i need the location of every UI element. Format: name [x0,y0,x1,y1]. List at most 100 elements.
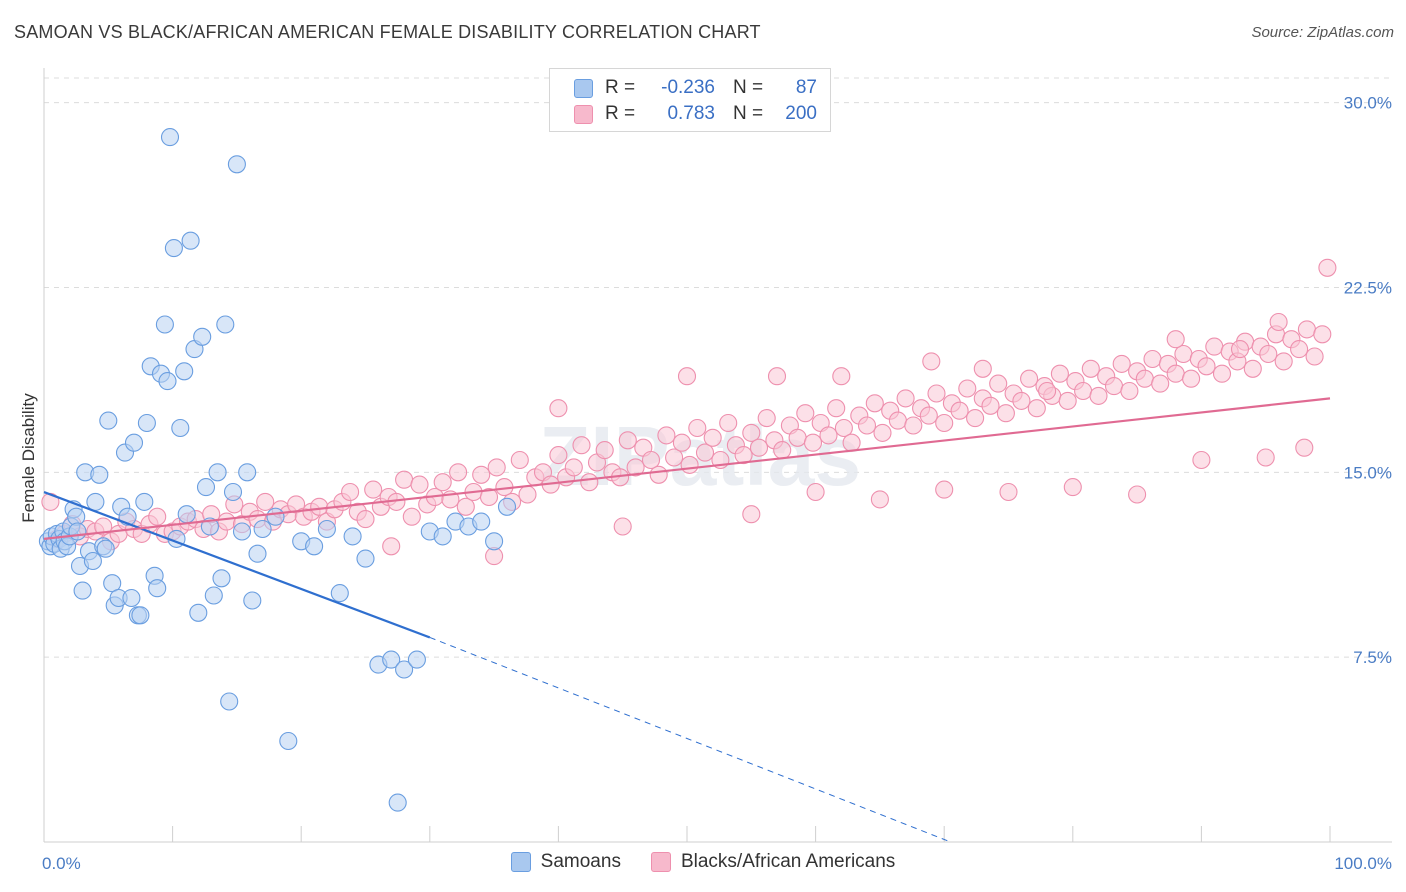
blacks-point-97 [788,428,807,447]
blacks-point-146 [1166,364,1185,383]
legend-n-value: 87 [795,77,817,98]
samoans-point-32 [124,433,144,452]
blacks-point-115 [927,384,946,403]
samoans-point-41 [155,315,174,334]
blacks-point-82 [672,433,691,452]
legend-swatch-blacks [574,104,593,124]
legend-r-label: R = [605,77,636,98]
blacks-point-156 [1243,359,1262,378]
blacks-point-81 [665,448,684,467]
blacks-point-122 [981,396,1000,415]
blacks-point-85 [695,443,715,462]
blacks-point-178 [1256,448,1275,467]
samoans-point-47 [175,362,194,381]
blacks-point-110 [888,411,907,430]
blacks-point-99 [803,433,823,452]
axes [43,68,1392,843]
samoans-point-77 [395,660,414,679]
samoans-point-21 [90,465,109,484]
blacks-point-106 [857,416,877,435]
samoans-point-59 [220,692,239,711]
legend-swatch-blacks [650,852,671,872]
blacks-point-116 [935,413,954,433]
samoans-point-39 [148,579,167,598]
legend-r-label: R = [605,103,636,124]
samoans-point-73 [343,527,362,546]
samoans-point-76 [382,650,401,669]
chart-title: SAMOAN VS BLACK/AFRICAN AMERICAN FEMALE … [14,22,761,42]
samoans-point-56 [208,463,227,482]
blacks-point-158 [1259,344,1278,364]
legend-row-samoans: R = -0.236 N = 87 [574,75,817,101]
source-label: Source: ZipAtlas.com [1251,24,1394,41]
blacks-point-98 [796,404,815,423]
samoans-point-80 [433,527,452,546]
blacks-point-123 [989,374,1008,393]
blacks-point-151 [1205,337,1224,356]
samoans-point-58 [216,315,235,334]
blacks-point-102 [827,399,846,418]
blacks-point-163 [1297,320,1316,339]
blacks-point-103 [834,418,853,438]
blacks-point-54 [456,497,475,516]
blacks-point-93 [757,409,776,428]
samoans-point-67 [266,507,285,526]
blacks-point-41 [356,510,375,529]
blacks-point-76 [626,458,645,477]
legend-label-blacks: Blacks/African Americans [680,851,896,872]
blacks-point-175 [1063,478,1082,497]
samoans-point-42 [158,372,177,391]
samoans-point-51 [189,603,208,622]
blacks-point-88 [719,413,738,433]
samoans-point-23 [96,539,115,558]
blacks-point-167 [382,537,401,556]
blacks-point-47 [402,507,421,526]
samoans-point-49 [181,231,200,250]
samoans-point-71 [317,519,336,539]
blacks-point-150 [1197,357,1216,376]
blacks-point-61 [510,450,529,470]
blacks-point-186 [1038,381,1057,401]
blacks-point-83 [680,455,699,474]
legend-n-label: N = [733,77,764,98]
blacks-point-42 [364,480,383,499]
y-tick-labels: 7.5% 15.0% 22.5% 30.0% [1344,94,1392,668]
blacks-point-78 [641,450,661,470]
samoans-point-64 [243,591,262,610]
y-axis-title: Female Disability [19,393,38,523]
blacks-point-51 [433,473,452,492]
blacks-point-142 [1135,369,1154,388]
blacks-point-62 [518,485,537,504]
blacks-point-48 [410,475,429,494]
blacks-point-162 [1290,340,1309,359]
samoans-point-84 [485,532,504,551]
legend-r-value: -0.236 [661,77,715,98]
grid-lines [44,77,1392,658]
blacks-point-28 [256,492,275,511]
samoans-point-52 [193,327,212,346]
trend-lines [43,397,1331,843]
blacks-point-90 [734,446,753,465]
blacks-point-181 [677,367,697,386]
blacks-point-126 [1012,391,1031,410]
blacks-point-7 [94,517,113,536]
legend-item-blacks[interactable]: Blacks/African Americans [650,851,896,873]
samoans-point-55 [204,586,223,605]
blacks-point-39 [341,482,360,502]
samoans-point-83 [472,512,491,531]
blacks-point-14 [148,507,167,526]
samoans-point-65 [248,544,267,563]
blacks-point-132 [1058,391,1077,410]
blacks-point-176 [1128,485,1147,504]
legend-item-samoans[interactable]: Samoans [510,851,621,873]
blacks-point-53 [449,463,468,482]
blacks-point-118 [950,401,969,420]
samoans-point-57 [212,569,231,588]
blacks-point-134 [1074,381,1093,401]
blacks-point-92 [749,438,769,457]
blacks-point-114 [919,406,938,425]
samoans-point-66 [253,519,272,539]
blacks-point-185 [973,359,992,378]
blacks-point-177 [1192,450,1211,470]
